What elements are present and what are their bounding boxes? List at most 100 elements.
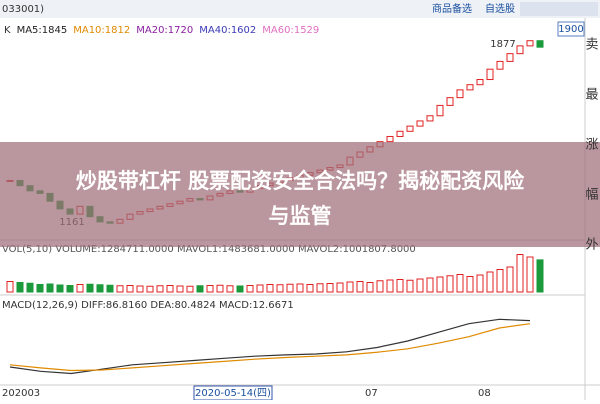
- volume-bar: [86, 283, 94, 293]
- volume-bar: [506, 266, 514, 293]
- volume-bar: [276, 284, 284, 293]
- volume-bar: [166, 285, 174, 293]
- volume-bar: [176, 285, 184, 293]
- volume-bar: [316, 283, 324, 293]
- volume-bar: [456, 274, 464, 293]
- volume-bar: [336, 282, 344, 293]
- x-label: 07: [365, 388, 378, 399]
- volume-bar: [476, 274, 484, 293]
- volume-bar: [326, 283, 334, 293]
- macd-label: MACD(12,26,9) DIFF:86.8160 DEA:80.4824 M…: [2, 300, 294, 311]
- volume-bar: [286, 283, 294, 293]
- side-label: 涨: [585, 138, 598, 153]
- volume-bar: [236, 285, 244, 293]
- candle: [496, 60, 504, 70]
- volume-bar: [6, 281, 14, 293]
- volume-bar: [76, 284, 84, 293]
- volume-bar: [226, 285, 234, 293]
- code: 033001): [2, 4, 44, 15]
- volume-bar: [196, 285, 204, 293]
- candle: [456, 89, 464, 99]
- axis-label: 1900: [558, 24, 583, 35]
- volume-bar: [416, 278, 424, 293]
- side-label: 最: [585, 88, 598, 103]
- indicator: MA60:1529: [262, 25, 319, 36]
- volume-bar: [366, 282, 374, 293]
- volume-bar: [516, 254, 524, 293]
- volume-bar: [206, 285, 214, 293]
- candle: [476, 79, 484, 86]
- volume-bar: [136, 285, 144, 293]
- side-label: 卖: [585, 38, 598, 53]
- candle: [416, 120, 424, 127]
- candle: [426, 115, 434, 122]
- volume-bar: [26, 282, 34, 293]
- volume-bar: [436, 276, 444, 293]
- volume-bar: [386, 279, 394, 293]
- volume-bar: [16, 282, 24, 293]
- side-label: 外: [585, 238, 598, 253]
- x-label: 08: [478, 388, 491, 399]
- volume-bar: [526, 256, 534, 293]
- volume-bar: [216, 284, 224, 293]
- volume-bar: [156, 285, 164, 293]
- candle: [526, 40, 534, 47]
- indicator: MA40:1602: [199, 25, 256, 36]
- volume-bar: [346, 281, 354, 293]
- volume-bar: [266, 284, 274, 293]
- candle: [386, 135, 394, 143]
- volume-bar: [496, 269, 504, 293]
- candle: [506, 53, 514, 62]
- button[interactable]: 自选股: [485, 2, 515, 15]
- volume-bar: [486, 271, 494, 293]
- candle: [516, 45, 524, 55]
- volume-bar: [66, 285, 74, 293]
- volume-bar: [36, 284, 44, 293]
- volume-bar: [96, 284, 104, 293]
- candle: [466, 84, 474, 91]
- top-bar: [0, 0, 600, 18]
- volume-label: VOL(5,10) VOLUME:1284711.0000 MAVOL1:148…: [2, 244, 416, 255]
- high-label: 1877: [490, 39, 515, 50]
- volume-bar: [126, 285, 134, 293]
- banner-title: 与监管: [269, 204, 332, 228]
- candle: [446, 97, 454, 106]
- volume-bar: [406, 279, 414, 293]
- candle: [406, 125, 414, 132]
- volume-bar: [426, 277, 434, 293]
- volume-bar: [446, 275, 454, 293]
- button[interactable]: 商品备选: [432, 2, 472, 15]
- indicator: MA10:1812: [73, 25, 130, 36]
- volume-bar: [46, 283, 54, 293]
- volume-bar: [356, 281, 364, 293]
- volume-bar: [106, 284, 114, 293]
- volume-bar: [466, 276, 474, 293]
- banner: [0, 142, 600, 247]
- volume-bar: [256, 284, 264, 293]
- volume-bar: [56, 284, 64, 293]
- volume-bar: [246, 285, 254, 293]
- candle: [396, 130, 404, 137]
- volume-bar: [146, 285, 154, 293]
- volume-bar: [296, 283, 304, 293]
- indicator: MA5:1845: [17, 25, 68, 36]
- volume-bar: [536, 259, 544, 293]
- dea-line: [9, 323, 531, 372]
- x-label: 202003: [2, 388, 40, 399]
- axis-label-box: [557, 21, 585, 37]
- candle: [436, 104, 444, 117]
- indicator: K: [4, 25, 11, 36]
- volume-bar: [396, 279, 404, 293]
- candle: [486, 68, 494, 81]
- x-label: 2020-05-14(四): [195, 388, 271, 399]
- banner-title: 炒股带杠杆 股票配资安全合法吗？揭秘配资风险: [76, 169, 525, 193]
- candle: [536, 40, 544, 48]
- indicator: MA20:1720: [136, 25, 193, 36]
- volume-bar: [306, 284, 314, 293]
- volume-bar: [116, 285, 124, 293]
- volume-bar: [186, 285, 194, 293]
- side-label: 幅: [585, 188, 598, 203]
- volume-bar: [376, 280, 384, 293]
- icons: [520, 2, 598, 16]
